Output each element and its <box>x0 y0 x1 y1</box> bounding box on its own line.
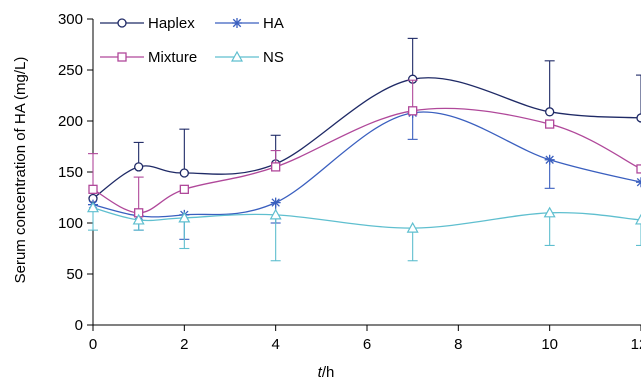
x-axis-label-unit: /h <box>322 364 335 381</box>
series-ns <box>86 201 641 262</box>
data-point-ha-stroke <box>636 181 641 187</box>
x-axis-label-var: t <box>318 364 323 381</box>
y-tick-label: 300 <box>58 11 83 28</box>
data-point-ns <box>86 201 100 213</box>
data-point-ns <box>269 208 282 220</box>
y-tick-label: 150 <box>58 164 83 181</box>
data-point-ns <box>178 211 191 223</box>
x-tick-label: 0 <box>89 336 97 353</box>
data-point-haplex <box>636 113 641 123</box>
x-tick-label: 8 <box>454 336 462 353</box>
legend-label-ns: NS <box>263 49 284 66</box>
data-point-ha <box>544 154 555 165</box>
series-ha <box>88 107 641 240</box>
y-tick-label: 250 <box>58 62 83 79</box>
legend-marker-ha <box>232 18 242 28</box>
data-point-ha <box>636 177 641 188</box>
series-line-haplex <box>92 77 641 200</box>
x-tick-label: 12 <box>631 336 641 353</box>
data-point-ns <box>132 213 145 225</box>
y-tick-label: 100 <box>58 215 83 232</box>
y-tick-label: 200 <box>58 113 83 130</box>
data-point-mixture <box>271 162 281 172</box>
x-tick-label: 4 <box>271 336 279 353</box>
legend-item-ha: HA <box>215 15 284 32</box>
data-point-ns <box>543 206 556 218</box>
data-point-ha <box>270 197 281 208</box>
data-point-mixture <box>408 106 418 116</box>
data-point-mixture <box>545 119 555 129</box>
data-point-ha-stroke <box>545 155 554 164</box>
legend-label-ha: HA <box>263 15 284 32</box>
x-axis-label: t/h <box>318 364 335 381</box>
y-tick-label: 0 <box>75 317 83 334</box>
series-line-ha <box>92 111 641 218</box>
data-point-ha-stroke <box>271 198 280 207</box>
legend-item-haplex: Haplex <box>100 15 195 32</box>
y-tick-label: 50 <box>66 266 83 283</box>
y-axis-label: Serum concentration of HA (mg/L) <box>12 57 29 284</box>
series-layer <box>86 37 641 262</box>
x-tick-label: 10 <box>541 336 558 353</box>
data-point-mixture <box>88 184 98 194</box>
legend-label-haplex: Haplex <box>148 15 195 32</box>
axes: 0 50 100 150 200 250 300 0 2 4 6 8 10 12 <box>58 11 641 353</box>
series-line-mixture <box>92 107 641 214</box>
legend-item-ns: NS <box>215 49 284 66</box>
legend-label-mixture: Mixture <box>148 49 197 66</box>
data-point-ns <box>634 213 641 225</box>
data-point-mixture <box>636 164 641 174</box>
data-point-mixture <box>179 184 189 194</box>
x-tick-label: 6 <box>363 336 371 353</box>
data-point-haplex <box>545 107 555 117</box>
x-tick-label: 2 <box>180 336 188 353</box>
legend-item-mixture: Mixture <box>100 49 197 66</box>
data-point-haplex <box>179 168 189 178</box>
legend: Haplex HA Mixture NS <box>100 15 284 66</box>
legend-marker-ha-stroke <box>232 18 242 28</box>
legend-marker-mixture <box>117 52 127 62</box>
legend-marker-ns <box>230 50 244 62</box>
data-point-haplex <box>134 162 144 172</box>
data-point-ns <box>406 221 419 233</box>
data-point-ha-stroke <box>636 177 641 184</box>
legend-marker-haplex <box>117 18 127 28</box>
series-line-ns <box>92 207 641 229</box>
series-mixture <box>88 79 641 218</box>
